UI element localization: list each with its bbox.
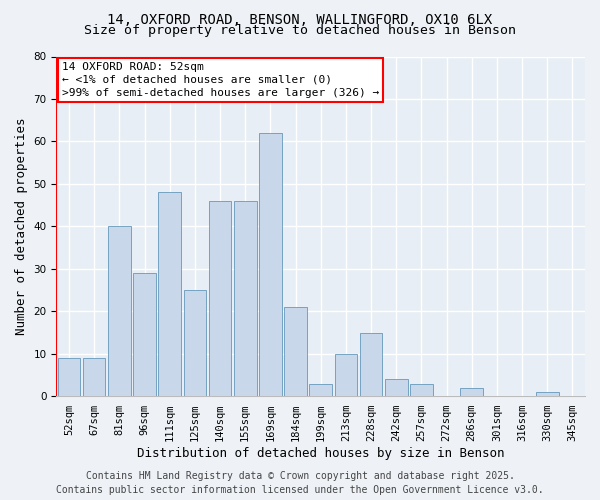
Bar <box>310 384 332 396</box>
Bar <box>259 133 281 396</box>
Text: 14, OXFORD ROAD, BENSON, WALLINGFORD, OX10 6LX: 14, OXFORD ROAD, BENSON, WALLINGFORD, OX… <box>107 12 493 26</box>
Bar <box>133 273 156 396</box>
Text: 14 OXFORD ROAD: 52sqm
← <1% of detached houses are smaller (0)
>99% of semi-deta: 14 OXFORD ROAD: 52sqm ← <1% of detached … <box>62 62 379 98</box>
Y-axis label: Number of detached properties: Number of detached properties <box>15 118 28 335</box>
Bar <box>209 201 232 396</box>
Bar <box>158 192 181 396</box>
Text: Contains HM Land Registry data © Crown copyright and database right 2025.
Contai: Contains HM Land Registry data © Crown c… <box>56 471 544 495</box>
Bar <box>460 388 483 396</box>
Bar <box>108 226 131 396</box>
Bar <box>536 392 559 396</box>
Bar <box>385 380 407 396</box>
Text: Size of property relative to detached houses in Benson: Size of property relative to detached ho… <box>84 24 516 37</box>
Bar <box>83 358 106 397</box>
Bar <box>360 332 382 396</box>
Bar <box>335 354 357 397</box>
Bar <box>184 290 206 397</box>
X-axis label: Distribution of detached houses by size in Benson: Distribution of detached houses by size … <box>137 447 505 460</box>
Bar <box>410 384 433 396</box>
Bar <box>58 358 80 397</box>
Bar <box>234 201 257 396</box>
Bar <box>284 307 307 396</box>
